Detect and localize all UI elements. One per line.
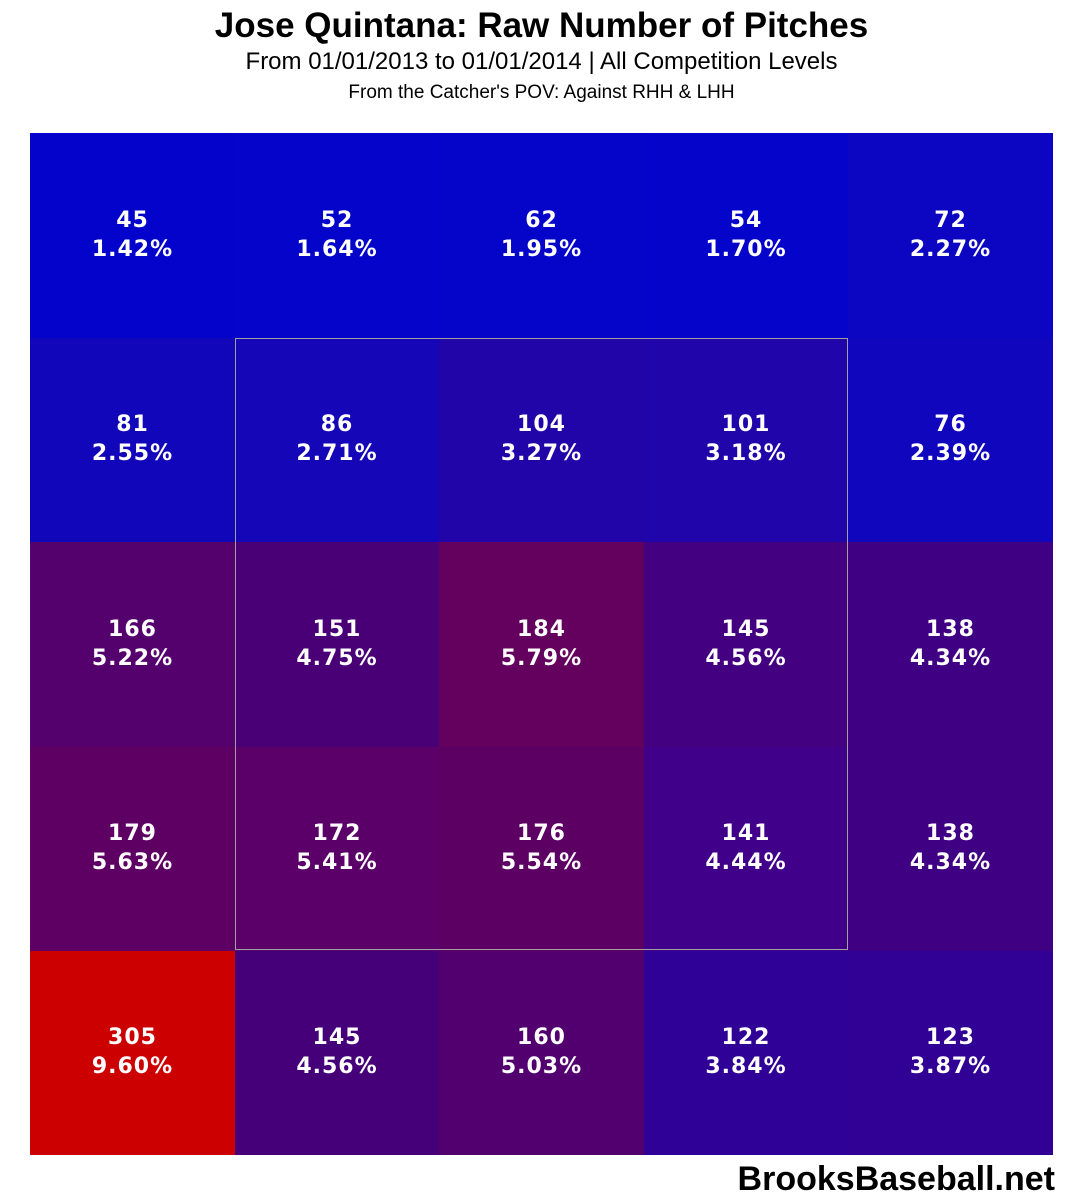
cell-count: 86 bbox=[320, 412, 354, 437]
cell-percent: 4.56% bbox=[296, 1054, 378, 1079]
cell-percent: 1.95% bbox=[500, 236, 583, 262]
heatmap-cell: 138 4.34% bbox=[848, 747, 1053, 951]
cell-percent: 1.70% bbox=[705, 236, 787, 262]
cell-count: 54 bbox=[729, 207, 763, 233]
heatmap-cell: 184 5.79% bbox=[439, 542, 644, 747]
cell-count: 52 bbox=[320, 207, 354, 233]
heatmap-cell: 72 2.27% bbox=[848, 133, 1053, 338]
heatmap-cell: 151 4.75% bbox=[235, 542, 439, 747]
heatmap-cell: 145 4.56% bbox=[644, 542, 848, 747]
heatmap-cell: 305 9.60% bbox=[30, 951, 235, 1155]
heatmap-cell: 101 3.18% bbox=[644, 338, 848, 542]
cell-percent: 4.34% bbox=[909, 645, 992, 671]
cell-percent: 5.54% bbox=[500, 850, 583, 875]
cell-count: 184 bbox=[517, 616, 566, 642]
cell-percent: 2.39% bbox=[909, 441, 992, 466]
cell-count: 151 bbox=[312, 616, 362, 642]
cell-count: 101 bbox=[721, 412, 771, 437]
cell-percent: 2.27% bbox=[909, 236, 992, 262]
cell-percent: 3.87% bbox=[909, 1054, 992, 1079]
cell-percent: 9.60% bbox=[91, 1054, 174, 1079]
heatmap-cell: 54 1.70% bbox=[644, 133, 848, 338]
heatmap-cell: 76 2.39% bbox=[848, 338, 1053, 542]
cell-percent: 4.34% bbox=[909, 850, 992, 875]
heatmap-cell: 138 4.34% bbox=[848, 542, 1053, 747]
heatmap-grid: 45 1.42% 52 1.64% 62 1.95% 54 1.70% 72 2.27% 81 2.5… bbox=[30, 133, 1053, 1155]
cell-percent: 1.42% bbox=[91, 236, 174, 262]
cell-count: 138 bbox=[926, 616, 975, 642]
cell-count: 123 bbox=[926, 1025, 975, 1050]
cell-percent: 3.18% bbox=[705, 441, 787, 466]
cell-count: 172 bbox=[312, 821, 362, 846]
heatmap-cell: 52 1.64% bbox=[235, 133, 439, 338]
cell-count: 104 bbox=[517, 412, 566, 437]
cell-count: 145 bbox=[312, 1025, 362, 1050]
cell-count: 141 bbox=[721, 821, 771, 846]
cell-percent: 2.71% bbox=[296, 441, 378, 466]
cell-percent: 5.03% bbox=[500, 1054, 583, 1079]
chart-subtitle: From 01/01/2013 to 01/01/2014 | All Comp… bbox=[245, 48, 838, 75]
watermark: BrooksBaseball.net bbox=[737, 1160, 1055, 1198]
cell-percent: 5.79% bbox=[500, 645, 583, 671]
cell-count: 305 bbox=[108, 1025, 157, 1050]
cell-percent: 2.55% bbox=[91, 441, 174, 466]
heatmap-cell: 122 3.84% bbox=[644, 951, 848, 1155]
heatmap-cell: 123 3.87% bbox=[848, 951, 1053, 1155]
cell-count: 166 bbox=[108, 616, 157, 642]
heatmap-cell: 62 1.95% bbox=[439, 133, 644, 338]
cell-count: 72 bbox=[934, 207, 967, 233]
heatmap-cell: 176 5.54% bbox=[439, 747, 644, 951]
heatmap-cell: 81 2.55% bbox=[30, 338, 235, 542]
chart-pov-subtitle: From the Catcher's POV: Against RHH & LH… bbox=[348, 82, 735, 103]
heatmap-cell: 45 1.42% bbox=[30, 133, 235, 338]
cell-count: 45 bbox=[116, 207, 149, 233]
heatmap-cell: 104 3.27% bbox=[439, 338, 644, 542]
cell-percent: 1.64% bbox=[296, 236, 378, 262]
heatmap-cell: 145 4.56% bbox=[235, 951, 439, 1155]
cell-count: 176 bbox=[517, 821, 566, 846]
cell-count: 76 bbox=[934, 412, 967, 437]
cell-percent: 4.56% bbox=[705, 645, 787, 671]
heatmap-cell: 179 5.63% bbox=[30, 747, 235, 951]
heatmap-cell: 160 5.03% bbox=[439, 951, 644, 1155]
cell-percent: 3.27% bbox=[500, 441, 583, 466]
cell-count: 160 bbox=[517, 1025, 566, 1050]
heatmap-cell: 86 2.71% bbox=[235, 338, 439, 542]
cell-count: 179 bbox=[108, 821, 157, 846]
cell-percent: 5.63% bbox=[91, 850, 174, 875]
cell-percent: 3.84% bbox=[705, 1054, 787, 1079]
cell-percent: 5.22% bbox=[91, 645, 174, 671]
cell-percent: 5.41% bbox=[296, 850, 378, 875]
heatmap-cell: 172 5.41% bbox=[235, 747, 439, 951]
cell-count: 138 bbox=[926, 821, 975, 846]
heatmap-cell: 141 4.44% bbox=[644, 747, 848, 951]
cell-count: 62 bbox=[525, 207, 558, 233]
heatmap-cell: 166 5.22% bbox=[30, 542, 235, 747]
cell-percent: 4.44% bbox=[705, 850, 787, 875]
cell-count: 145 bbox=[721, 616, 771, 642]
chart-title: Jose Quintana: Raw Number of Pitches bbox=[214, 6, 869, 45]
cell-count: 81 bbox=[116, 412, 149, 437]
cell-count: 122 bbox=[721, 1025, 771, 1050]
cell-percent: 4.75% bbox=[296, 645, 378, 671]
